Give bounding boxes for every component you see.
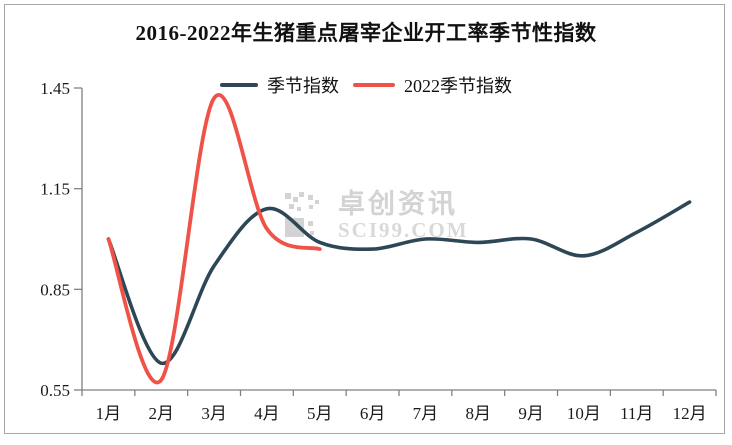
legend-label-2022: 2022季节指数: [404, 76, 512, 96]
watermark-brand: 卓创资讯: [338, 189, 458, 219]
chart-title: 2016-2022年生猪重点屠宰企业开工率季节性指数: [135, 21, 597, 45]
x-axis-month-label: 10月: [567, 404, 601, 423]
x-axis-month-label: 3月: [201, 404, 227, 423]
legend-label-seasonal: 季节指数: [267, 76, 339, 96]
legend-line-swatch-2022: [353, 83, 395, 87]
legend: 季节指数 2022季节指数: [0, 72, 732, 98]
watermark: 卓创资讯 SCI99.COM: [283, 191, 469, 241]
y-axis-tick-label: 1.15: [40, 180, 70, 199]
x-axis-month-label: 12月: [673, 404, 707, 423]
x-axis-month-label: 7月: [413, 404, 439, 423]
x-axis-month-label: 5月: [307, 404, 333, 423]
x-axis-month-label: 1月: [96, 404, 122, 423]
series-line-0: [106, 200, 692, 366]
watermark-qr-logo-icon: [285, 192, 319, 237]
x-axis-month-label: 9月: [518, 404, 544, 423]
legend-item-seasonal: 季节指数: [220, 72, 339, 98]
legend-item-2022: 2022季节指数: [353, 72, 512, 98]
x-axis-month-label: 6月: [360, 404, 386, 423]
y-axis-tick-label: 0.85: [40, 280, 70, 299]
series-line-1: [106, 93, 322, 385]
x-axis-month-label: 4月: [254, 404, 280, 423]
figure-border: [4, 4, 725, 434]
watermark-text: 卓创资讯 SCI99.COM: [338, 191, 469, 241]
x-axis-month-label: 11月: [620, 404, 653, 423]
legend-line-swatch-seasonal: [220, 83, 258, 87]
x-axis-month-label: 2月: [149, 404, 175, 423]
y-axis-tick-label: 0.55: [40, 381, 70, 400]
y-axis-tick-label: 1.45: [40, 79, 70, 98]
watermark-site: SCI99.COM: [338, 218, 469, 242]
x-axis-month-label: 8月: [466, 404, 492, 423]
